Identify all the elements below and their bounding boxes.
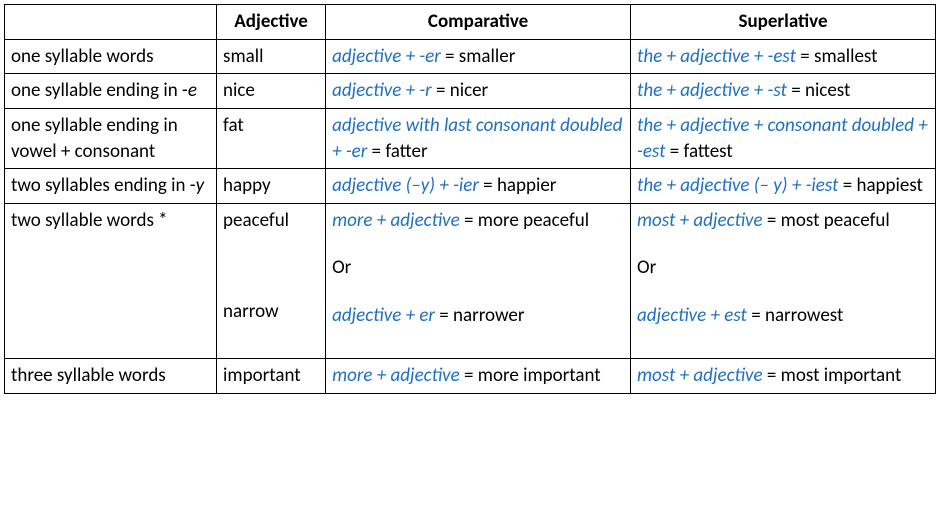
comparative-example: = more important xyxy=(460,364,601,387)
table-row: one syllable words small adjective + -er… xyxy=(5,39,936,74)
comparison-table: Adjective Comparative Superlative one sy… xyxy=(4,4,936,394)
row-adjective: fat xyxy=(217,108,326,168)
comparative-rule-2: adjective + er xyxy=(332,304,435,327)
table-row: three syllable words important more + ad… xyxy=(5,359,936,394)
header-blank xyxy=(5,5,217,40)
row-comparative: more + adjective = more peaceful Or adje… xyxy=(326,203,631,359)
row-comparative: adjective + -er = smaller xyxy=(326,39,631,74)
superlative-example: = nicest xyxy=(787,79,850,102)
table-row: one syllable ending in vowel + consonant… xyxy=(5,108,936,168)
row-description: one syllable ending in -e xyxy=(5,74,217,109)
row-adjective: peaceful narrow xyxy=(217,203,326,359)
desc-text: one syllable ending in - xyxy=(11,79,188,102)
row-adjective: nice xyxy=(217,74,326,109)
row-adjective: happy xyxy=(217,169,326,204)
row-description: two syllables ending in -y xyxy=(5,169,217,204)
header-comparative: Comparative xyxy=(326,5,631,40)
comparative-example: = happier xyxy=(479,174,557,197)
comparative-rule: adjective + -r xyxy=(332,79,432,102)
comparative-rule: adjective (–y) + -ier xyxy=(332,174,479,197)
adjective-2: narrow xyxy=(223,299,319,325)
row-superlative: the + adjective + consonant doubled + -e… xyxy=(631,108,936,168)
comparative-rule-1: more + adjective xyxy=(332,209,460,232)
superlative-rule-1: most + adjective xyxy=(637,209,763,232)
comparative-example: = smaller xyxy=(441,45,516,68)
superlative-example-2: = narrowest xyxy=(747,304,843,327)
header-row: Adjective Comparative Superlative xyxy=(5,5,936,40)
superlative-example-1: = most peaceful xyxy=(763,209,890,232)
row-superlative: the + adjective + -st = nicest xyxy=(631,74,936,109)
or-text: Or xyxy=(332,255,624,281)
comparative-rule: more + adjective xyxy=(332,364,460,387)
adjective-1: peaceful xyxy=(223,208,319,234)
row-description: one syllable words xyxy=(5,39,217,74)
superlative-example: = smallest xyxy=(796,45,878,68)
row-comparative: adjective (–y) + -ier = happier xyxy=(326,169,631,204)
desc-suffix: y xyxy=(196,174,205,197)
superlative-example: = most important xyxy=(763,364,902,387)
row-superlative: the + adjective (– y) + -iest = happiest xyxy=(631,169,936,204)
superlative-example: = happiest xyxy=(838,174,923,197)
header-superlative: Superlative xyxy=(631,5,936,40)
comparative-example: = nicer xyxy=(432,79,489,102)
row-comparative: more + adjective = more important xyxy=(326,359,631,394)
table-row: one syllable ending in -e nice adjective… xyxy=(5,74,936,109)
row-comparative: adjective with last consonant doubled + … xyxy=(326,108,631,168)
superlative-rule-2: adjective + est xyxy=(637,304,747,327)
row-superlative: most + adjective = most peaceful Or adje… xyxy=(631,203,936,359)
row-superlative: the + adjective + -est = smallest xyxy=(631,39,936,74)
row-description: one syllable ending in vowel + consonant xyxy=(5,108,217,168)
comparative-example-1: = more peaceful xyxy=(460,209,589,232)
row-comparative: adjective + -r = nicer xyxy=(326,74,631,109)
row-description: two syllable words * xyxy=(5,203,217,359)
table-row: two syllable words * peaceful narrow mor… xyxy=(5,203,936,359)
or-text: Or xyxy=(637,255,929,281)
header-adjective: Adjective xyxy=(217,5,326,40)
row-description: three syllable words xyxy=(5,359,217,394)
desc-text: two syllables ending in - xyxy=(11,174,196,197)
comparative-rule: adjective + -er xyxy=(332,45,441,68)
superlative-example: = fattest xyxy=(665,140,732,163)
superlative-rule: the + adjective + -st xyxy=(637,79,787,102)
comparative-example: = fatter xyxy=(367,140,427,163)
superlative-rule: the + adjective + -est xyxy=(637,45,796,68)
desc-suffix: e xyxy=(188,79,197,102)
row-adjective: important xyxy=(217,359,326,394)
row-superlative: most + adjective = most important xyxy=(631,359,936,394)
superlative-rule: most + adjective xyxy=(637,364,763,387)
superlative-rule: the + adjective (– y) + -iest xyxy=(637,174,838,197)
comparative-example-2: = narrower xyxy=(435,304,525,327)
table-row: two syllables ending in -y happy adjecti… xyxy=(5,169,936,204)
row-adjective: small xyxy=(217,39,326,74)
